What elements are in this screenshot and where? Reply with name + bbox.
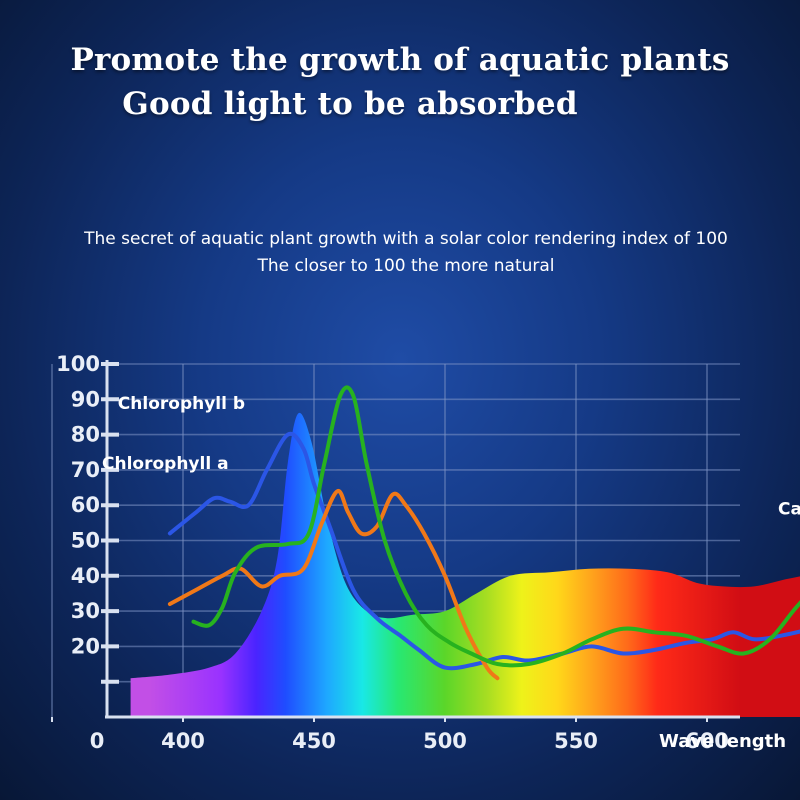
curve-annotation: Carotene [778,500,800,520]
series-line-chlorophyll-b [167,431,800,671]
axis-layer: 1009080706050403020040045050055060065070… [51,352,786,753]
x-tick-label: 550 [554,729,598,753]
y-tick-label: 20 [71,634,100,658]
x-axis-label: Wave length [659,731,786,752]
series-line-chlorophyll-a [167,489,500,681]
y-tick-label: 30 [71,599,100,623]
curve-annotation: Chlorophyll a [102,454,229,474]
headline-line-2: Good light to be absorbed [122,86,578,122]
x-tick-label: 450 [292,729,336,753]
x-tick-label: 600 [685,729,729,753]
y-tick-label: 50 [71,529,100,553]
x-tick-label: 400 [161,729,205,753]
spectrum-fill-area [130,412,800,717]
curve-annotation: Chlorophyll b [118,394,245,414]
subtitle-line-2: The closer to 100 the more natural [257,256,555,276]
series-lines-layer [167,385,800,681]
x-tick-label: 500 [423,729,467,753]
series-line-carotene [191,385,800,668]
annotation-layer: Chlorophyll b Chlorophyll a Carotene [102,394,800,520]
spectrum-fill-layer [130,412,800,717]
y-tick-label: 70 [71,458,100,482]
y-tick-label: 80 [71,423,100,447]
headline-line-1: Promote the growth of aquatic plants [70,42,730,78]
x-origin-label: 0 [90,729,105,753]
y-tick-label: 100 [56,352,100,376]
y-tick-label: 90 [71,387,100,411]
subtitle-line-1: The secret of aquatic plant growth with … [84,229,728,249]
y-tick-label: 40 [71,564,100,588]
y-tick-label: 60 [71,493,100,517]
